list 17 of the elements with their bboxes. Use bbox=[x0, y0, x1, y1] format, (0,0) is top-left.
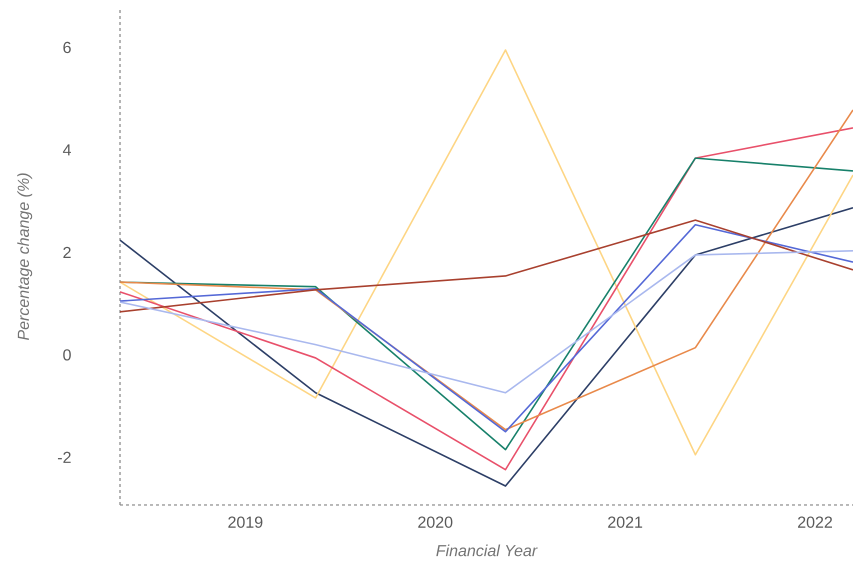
y-tick-label: 0 bbox=[63, 349, 71, 361]
x-tick-label: 2022 bbox=[798, 516, 832, 528]
line-series bbox=[120, 207, 853, 487]
line-series bbox=[120, 109, 853, 430]
y-tick-label: 2 bbox=[63, 246, 71, 258]
y-tick-label: 6 bbox=[63, 42, 71, 54]
line-series bbox=[120, 49, 853, 456]
x-tick-label: 2019 bbox=[228, 516, 262, 528]
x-tick-label: 2020 bbox=[418, 516, 452, 528]
y-tick-label: -2 bbox=[58, 452, 71, 463]
x-tick-label: 2021 bbox=[608, 516, 642, 528]
line-series bbox=[120, 219, 853, 313]
line-series bbox=[120, 250, 853, 394]
x-axis-title: Financial Year bbox=[436, 544, 538, 556]
y-axis-title: Percentage change (%) bbox=[17, 173, 32, 340]
y-tick-label: 4 bbox=[62, 144, 71, 156]
line-series bbox=[120, 224, 853, 433]
